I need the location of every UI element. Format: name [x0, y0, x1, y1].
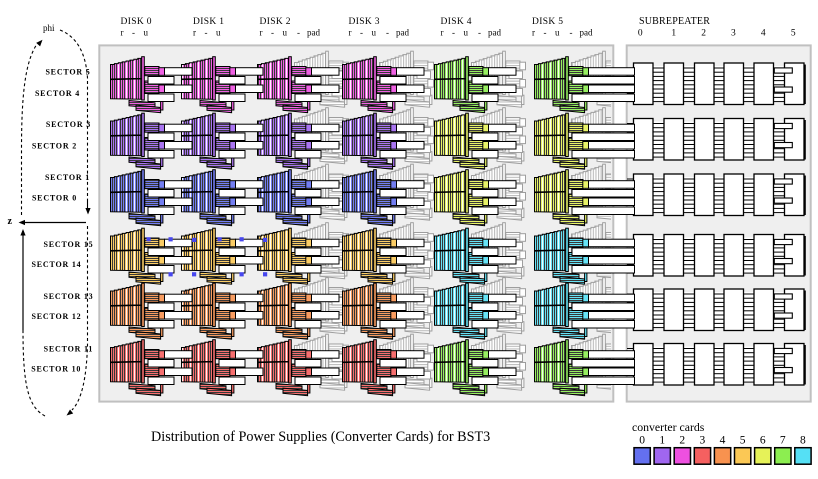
svg-text:Distribution of Power Supplies: Distribution of Power Supplies (Converte…: [151, 429, 490, 445]
svg-text:3: 3: [731, 29, 736, 39]
svg-text:pad: pad: [580, 27, 593, 37]
svg-text:DISK 2: DISK 2: [260, 17, 291, 27]
svg-text:SECTOR 0: SECTOR 0: [32, 193, 77, 202]
svg-text:4: 4: [720, 435, 726, 447]
svg-text:-: -: [386, 27, 389, 37]
svg-text:0: 0: [638, 29, 643, 39]
svg-text:4: 4: [761, 29, 766, 39]
svg-text:SECTOR 1: SECTOR 1: [45, 173, 90, 182]
svg-text:r: r: [260, 27, 263, 37]
svg-text:2: 2: [679, 435, 685, 447]
svg-text:r: r: [349, 27, 352, 37]
svg-text:converter cards: converter cards: [632, 420, 705, 434]
svg-text:-: -: [570, 27, 573, 37]
svg-text:-: -: [478, 27, 481, 37]
svg-text:u: u: [464, 27, 469, 37]
svg-text:DISK 1: DISK 1: [193, 17, 224, 27]
svg-text:u: u: [283, 27, 288, 37]
svg-text:6: 6: [760, 435, 766, 447]
svg-text:u: u: [372, 27, 377, 37]
svg-text:-: -: [132, 27, 135, 37]
svg-text:SECTOR 10: SECTOR 10: [31, 365, 81, 374]
svg-text:1: 1: [659, 435, 665, 447]
svg-text:-: -: [271, 27, 274, 37]
svg-text:r: r: [532, 27, 535, 37]
svg-text:r: r: [441, 27, 444, 37]
svg-text:pad: pad: [307, 27, 320, 37]
svg-text:SECTOR 4: SECTOR 4: [35, 89, 80, 98]
svg-text:r: r: [193, 27, 196, 37]
svg-text:3: 3: [700, 435, 706, 447]
svg-text:1: 1: [671, 29, 676, 39]
svg-text:SECTOR 12: SECTOR 12: [32, 312, 82, 321]
svg-text:SECTOR 14: SECTOR 14: [32, 260, 82, 269]
svg-text:2: 2: [701, 29, 706, 39]
svg-text:DISK 4: DISK 4: [441, 17, 472, 27]
svg-text:SECTOR 5: SECTOR 5: [45, 68, 90, 77]
svg-text:SECTOR 15: SECTOR 15: [44, 240, 94, 249]
svg-text:DISK 5: DISK 5: [532, 17, 563, 27]
svg-text:0: 0: [639, 435, 645, 447]
svg-text:-: -: [297, 27, 300, 37]
svg-text:-: -: [205, 27, 208, 37]
svg-text:SECTOR 3: SECTOR 3: [46, 120, 91, 129]
svg-text:pad: pad: [488, 27, 501, 37]
svg-text:r: r: [121, 27, 124, 37]
svg-text:-: -: [544, 27, 547, 37]
svg-text:phi: phi: [43, 23, 55, 33]
svg-text:-: -: [452, 27, 455, 37]
svg-text:SECTOR 11: SECTOR 11: [44, 344, 94, 353]
svg-text:DISK 0: DISK 0: [121, 17, 152, 27]
svg-text:SECTOR 13: SECTOR 13: [44, 292, 94, 301]
svg-text:pad: pad: [396, 27, 409, 37]
svg-text:SUBREPEATER: SUBREPEATER: [639, 16, 710, 27]
svg-text:SECTOR 2: SECTOR 2: [32, 141, 77, 150]
svg-text:u: u: [555, 27, 560, 37]
svg-text:-: -: [360, 27, 363, 37]
svg-text:8: 8: [800, 435, 806, 447]
svg-text:DISK 3: DISK 3: [349, 17, 380, 27]
svg-text:u: u: [216, 27, 221, 37]
svg-text:z: z: [8, 216, 13, 227]
svg-text:7: 7: [780, 435, 786, 447]
svg-text:5: 5: [791, 29, 796, 39]
svg-text:5: 5: [740, 435, 746, 447]
svg-text:u: u: [144, 27, 149, 37]
